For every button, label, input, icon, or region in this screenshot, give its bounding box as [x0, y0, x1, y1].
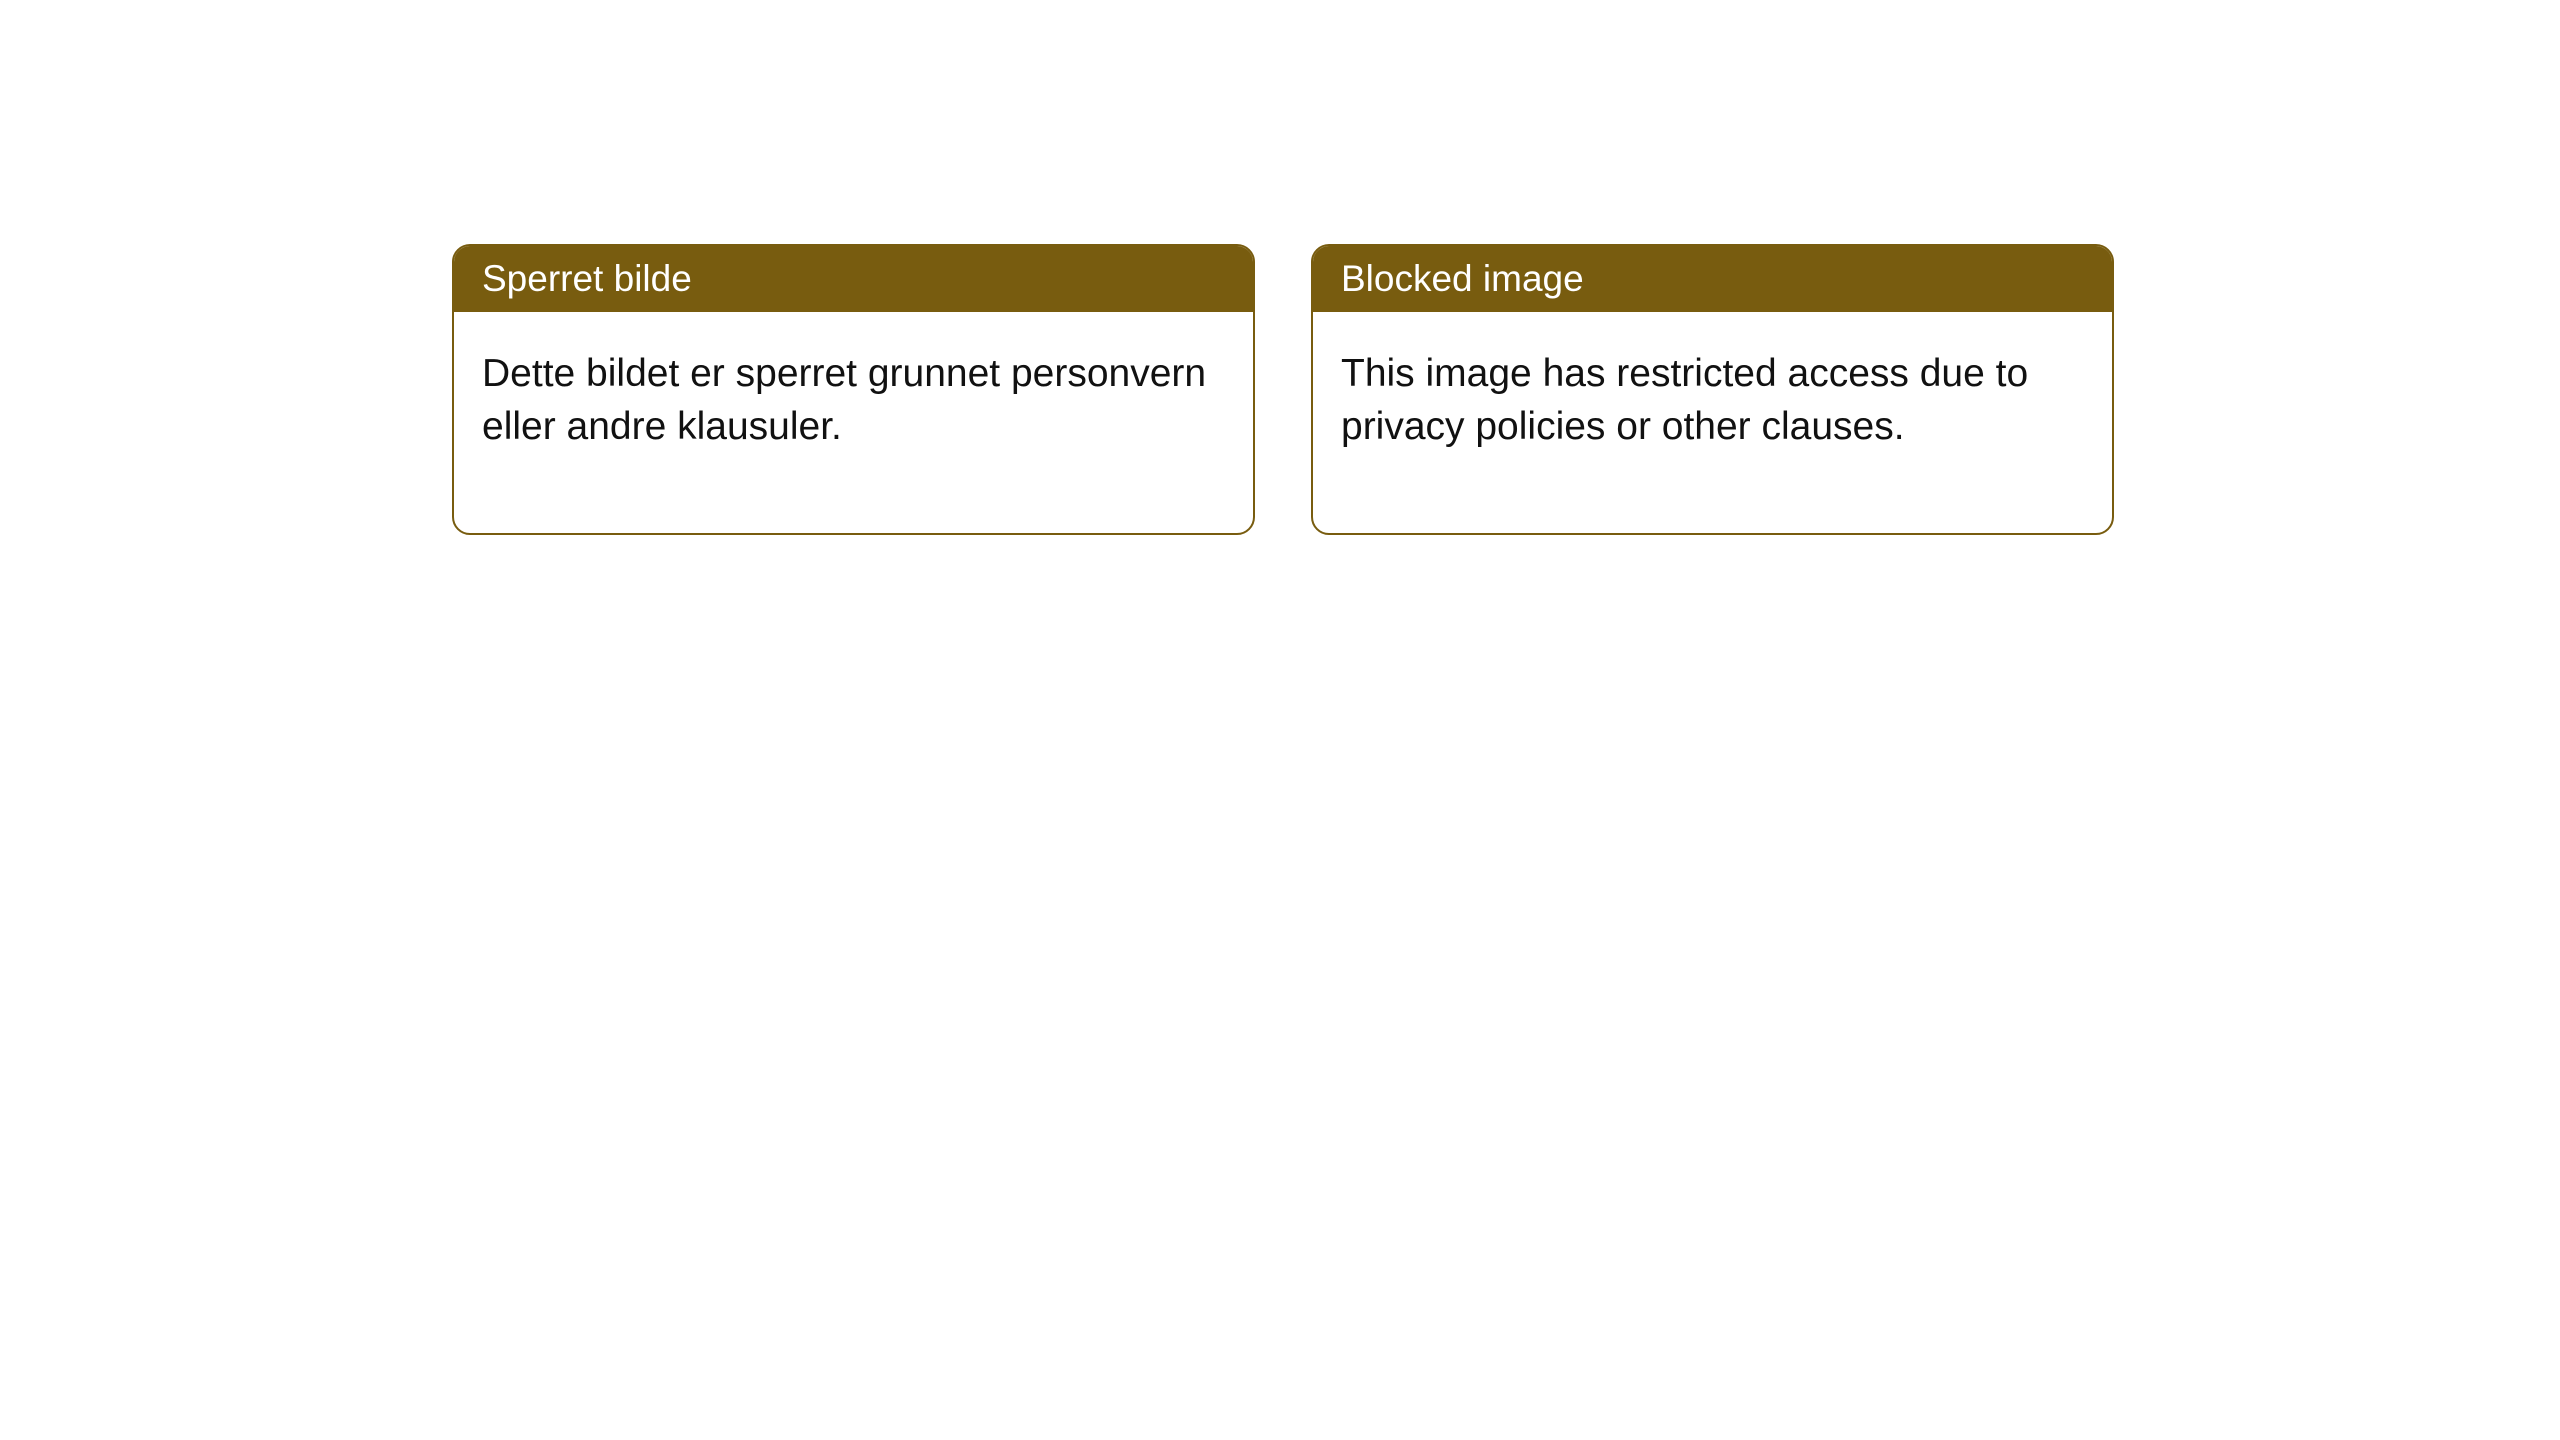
card-title: Blocked image: [1313, 246, 2112, 312]
card-body-text: This image has restricted access due to …: [1313, 312, 2112, 533]
notice-cards-container: Sperret bilde Dette bildet er sperret gr…: [452, 244, 2560, 535]
card-body-text: Dette bildet er sperret grunnet personve…: [454, 312, 1253, 533]
card-title: Sperret bilde: [454, 246, 1253, 312]
notice-card-norwegian: Sperret bilde Dette bildet er sperret gr…: [452, 244, 1255, 535]
notice-card-english: Blocked image This image has restricted …: [1311, 244, 2114, 535]
